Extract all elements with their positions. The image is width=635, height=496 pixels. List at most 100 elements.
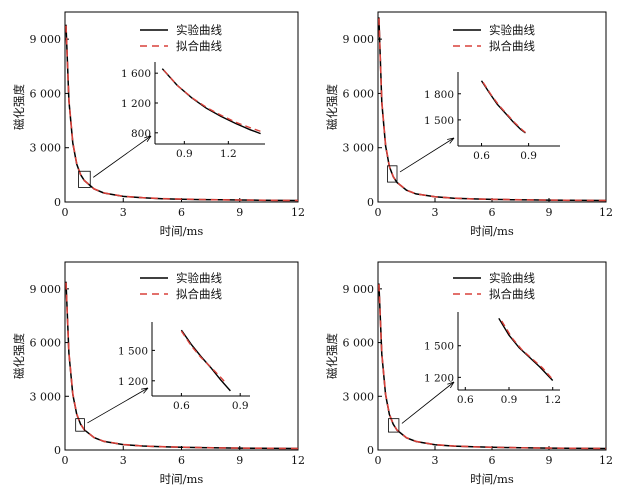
x-tick-label: 9 bbox=[236, 206, 243, 219]
x-axis-label: 时间/ms bbox=[160, 224, 204, 238]
inset-y-tick-label: 1 500 bbox=[118, 345, 148, 357]
inset-y-tick-label: 1 800 bbox=[424, 89, 454, 101]
inset-fitted-line bbox=[163, 69, 261, 132]
y-tick-label: 3 000 bbox=[30, 390, 62, 403]
inset-y-tick-label: 1 200 bbox=[424, 372, 454, 384]
x-tick-label: 0 bbox=[62, 454, 69, 467]
y-tick-label: 0 bbox=[367, 444, 374, 457]
inset-fitted-line bbox=[482, 82, 526, 134]
x-tick-label: 6 bbox=[489, 454, 496, 467]
x-axis-label: 时间/ms bbox=[470, 472, 514, 486]
x-tick-label: 3 bbox=[120, 454, 127, 467]
y-tick-label: 0 bbox=[54, 196, 61, 209]
x-axis-label: 时间/ms bbox=[470, 224, 514, 238]
inset-x-tick-label: 0.9 bbox=[176, 148, 193, 160]
legend-label: 拟合曲线 bbox=[489, 39, 535, 53]
inset-chart: 0.6 0.9 1.2 1 200 1 500 bbox=[424, 312, 561, 406]
y-tick-label: 0 bbox=[54, 444, 61, 457]
legend-label: 拟合曲线 bbox=[176, 39, 222, 53]
inset-chart: 0.6 0.9 1 200 1 500 bbox=[118, 322, 250, 412]
zoom-box bbox=[388, 418, 400, 433]
legend-label: 实验曲线 bbox=[176, 271, 222, 285]
zoom-box bbox=[75, 418, 85, 432]
inset-y-tick-label: 1 500 bbox=[424, 341, 454, 353]
inset-x-tick-label: 1.2 bbox=[544, 394, 561, 406]
legend-label: 实验曲线 bbox=[489, 23, 535, 37]
x-tick-label: 3 bbox=[432, 206, 439, 219]
y-tick-label: 9 000 bbox=[343, 33, 375, 46]
zoom-box bbox=[78, 170, 91, 188]
x-tick-label: 9 bbox=[546, 454, 553, 467]
x-tick-label: 9 bbox=[546, 206, 553, 219]
y-axis-label: 磁化强度 bbox=[325, 333, 339, 379]
y-tick-label: 9 000 bbox=[30, 33, 62, 46]
inset-experimental-line bbox=[498, 317, 554, 381]
zoom-arrow bbox=[401, 381, 455, 424]
zoom-arrow bbox=[87, 387, 149, 424]
inset-y-tick-label: 1 200 bbox=[118, 376, 148, 388]
x-tick-label: 12 bbox=[291, 206, 305, 219]
y-tick-label: 6 000 bbox=[343, 87, 375, 100]
y-tick-label: 6 000 bbox=[30, 87, 62, 100]
zoom-arrow-head bbox=[141, 387, 149, 394]
inset-experimental-line bbox=[180, 329, 231, 392]
y-tick-label: 0 bbox=[367, 196, 374, 209]
legend-label: 实验曲线 bbox=[176, 23, 222, 37]
x-tick-label: 0 bbox=[375, 454, 382, 467]
legend-label: 拟合曲线 bbox=[176, 287, 222, 301]
y-tick-label: 6 000 bbox=[343, 337, 375, 350]
inset-y-tick-label: 1 500 bbox=[424, 115, 454, 127]
experimental-curve-line bbox=[65, 281, 298, 450]
zoom-arrow-head bbox=[144, 135, 152, 143]
y-tick-label: 3 000 bbox=[30, 142, 62, 155]
inset-x-tick-label: 0.9 bbox=[501, 394, 518, 406]
inset-x-tick-label: 0.9 bbox=[520, 150, 537, 162]
x-tick-label: 0 bbox=[375, 206, 382, 219]
inset-experimental-line bbox=[161, 68, 261, 135]
x-tick-label: 12 bbox=[599, 454, 613, 467]
fitted-curve-line bbox=[378, 284, 606, 450]
inset-chart: 0.9 1.2 800 1 200 1 600 bbox=[121, 62, 265, 160]
inset-fitted-line bbox=[180, 330, 228, 385]
zoom-box bbox=[387, 165, 398, 183]
x-tick-label: 12 bbox=[291, 454, 305, 467]
y-axis-label: 磁化强度 bbox=[12, 333, 26, 379]
x-tick-label: 3 bbox=[432, 454, 439, 467]
y-axis-label: 磁化强度 bbox=[12, 84, 26, 130]
y-tick-label: 9 000 bbox=[30, 283, 62, 296]
inset-y-tick-label: 1 200 bbox=[121, 98, 151, 110]
x-tick-label: 6 bbox=[178, 454, 185, 467]
zoom-arrow-head bbox=[447, 381, 455, 389]
x-tick-label: 0 bbox=[62, 206, 69, 219]
x-tick-label: 6 bbox=[489, 206, 496, 219]
inset-y-tick-label: 800 bbox=[131, 128, 151, 140]
inset-chart: 0.6 0.9 1 500 1 800 bbox=[424, 72, 560, 162]
fitted-curve-line bbox=[65, 25, 298, 202]
inset-x-tick-label: 1.2 bbox=[220, 148, 237, 160]
experimental-curve-line bbox=[378, 283, 606, 450]
y-tick-label: 9 000 bbox=[343, 283, 375, 296]
x-tick-label: 12 bbox=[599, 206, 613, 219]
x-tick-label: 9 bbox=[236, 454, 243, 467]
fitted-curve-line bbox=[378, 18, 606, 202]
zoom-arrow bbox=[93, 135, 152, 178]
fitted-curve-line bbox=[65, 282, 298, 450]
inset-fitted-line bbox=[501, 320, 554, 380]
zoom-arrow-head bbox=[447, 137, 455, 144]
inset-x-tick-label: 0.6 bbox=[473, 150, 490, 162]
inset-x-tick-label: 0.6 bbox=[173, 400, 190, 412]
y-tick-label: 6 000 bbox=[30, 337, 62, 350]
x-axis-label: 时间/ms bbox=[160, 472, 204, 486]
legend-label: 实验曲线 bbox=[489, 271, 535, 285]
inset-x-tick-label: 0.9 bbox=[232, 400, 249, 412]
inset-experimental-line bbox=[480, 80, 526, 134]
y-axis-label: 磁化强度 bbox=[325, 84, 339, 130]
zoom-arrow bbox=[399, 137, 455, 173]
y-tick-label: 3 000 bbox=[343, 142, 375, 155]
x-tick-label: 6 bbox=[178, 206, 185, 219]
